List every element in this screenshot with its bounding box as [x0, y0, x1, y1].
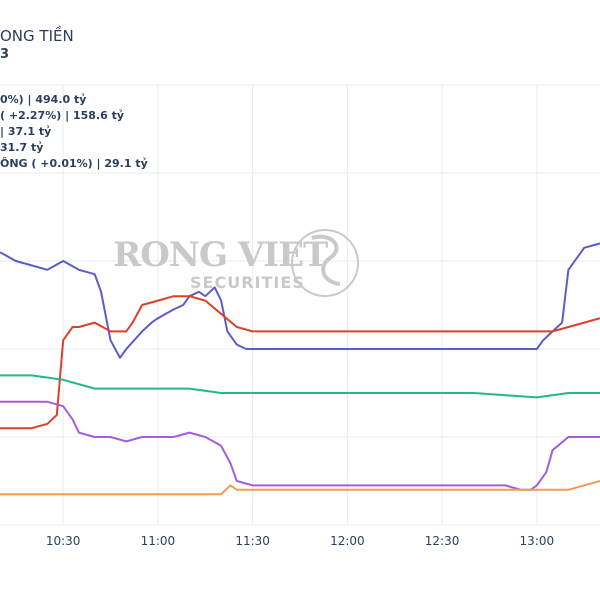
chart-subtitle: 3: [0, 47, 10, 62]
series-line-1: [0, 242, 600, 359]
dragon-curve-icon: [311, 234, 341, 286]
legend-entry: | 37.1 tỷ: [0, 125, 52, 138]
x-tick-label: 11:30: [235, 534, 270, 548]
series-line-5: [0, 480, 600, 496]
x-tick-label: 12:30: [425, 534, 460, 548]
legend-entry: 0%) | 494.0 tỷ: [0, 93, 87, 106]
series-line-2: [0, 295, 600, 430]
x-tick-label: 10:30: [46, 534, 81, 548]
x-tick-label: 13:00: [520, 534, 555, 548]
chart-title: ONG TIỀN: [0, 27, 74, 45]
watermark: RONG VIET SECURITIES: [113, 229, 359, 297]
legend: 0%) | 494.0 tỷ ( +2.27%) | 158.6 tỷ | 37…: [0, 92, 148, 172]
x-axis-ticks: 10:30 11:00 11:30 12:00 12:30 13:00: [46, 534, 554, 548]
dragon-logo-icon: [291, 229, 359, 297]
watermark-logo-subtext: SECURITIES: [190, 273, 305, 292]
series-line-4: [0, 400, 600, 491]
x-tick-label: 11:00: [141, 534, 176, 548]
series-lines: [0, 242, 600, 496]
legend-entry: ( +2.27%) | 158.6 tỷ: [0, 109, 124, 122]
legend-entry: ÔNG ( +0.01%) | 29.1 tỷ: [0, 157, 148, 170]
legend-entry: 31.7 tỷ: [0, 141, 44, 154]
x-tick-label: 12:00: [330, 534, 365, 548]
watermark-logo-text: RONG VIET: [113, 235, 328, 275]
series-line-3: [0, 374, 600, 399]
